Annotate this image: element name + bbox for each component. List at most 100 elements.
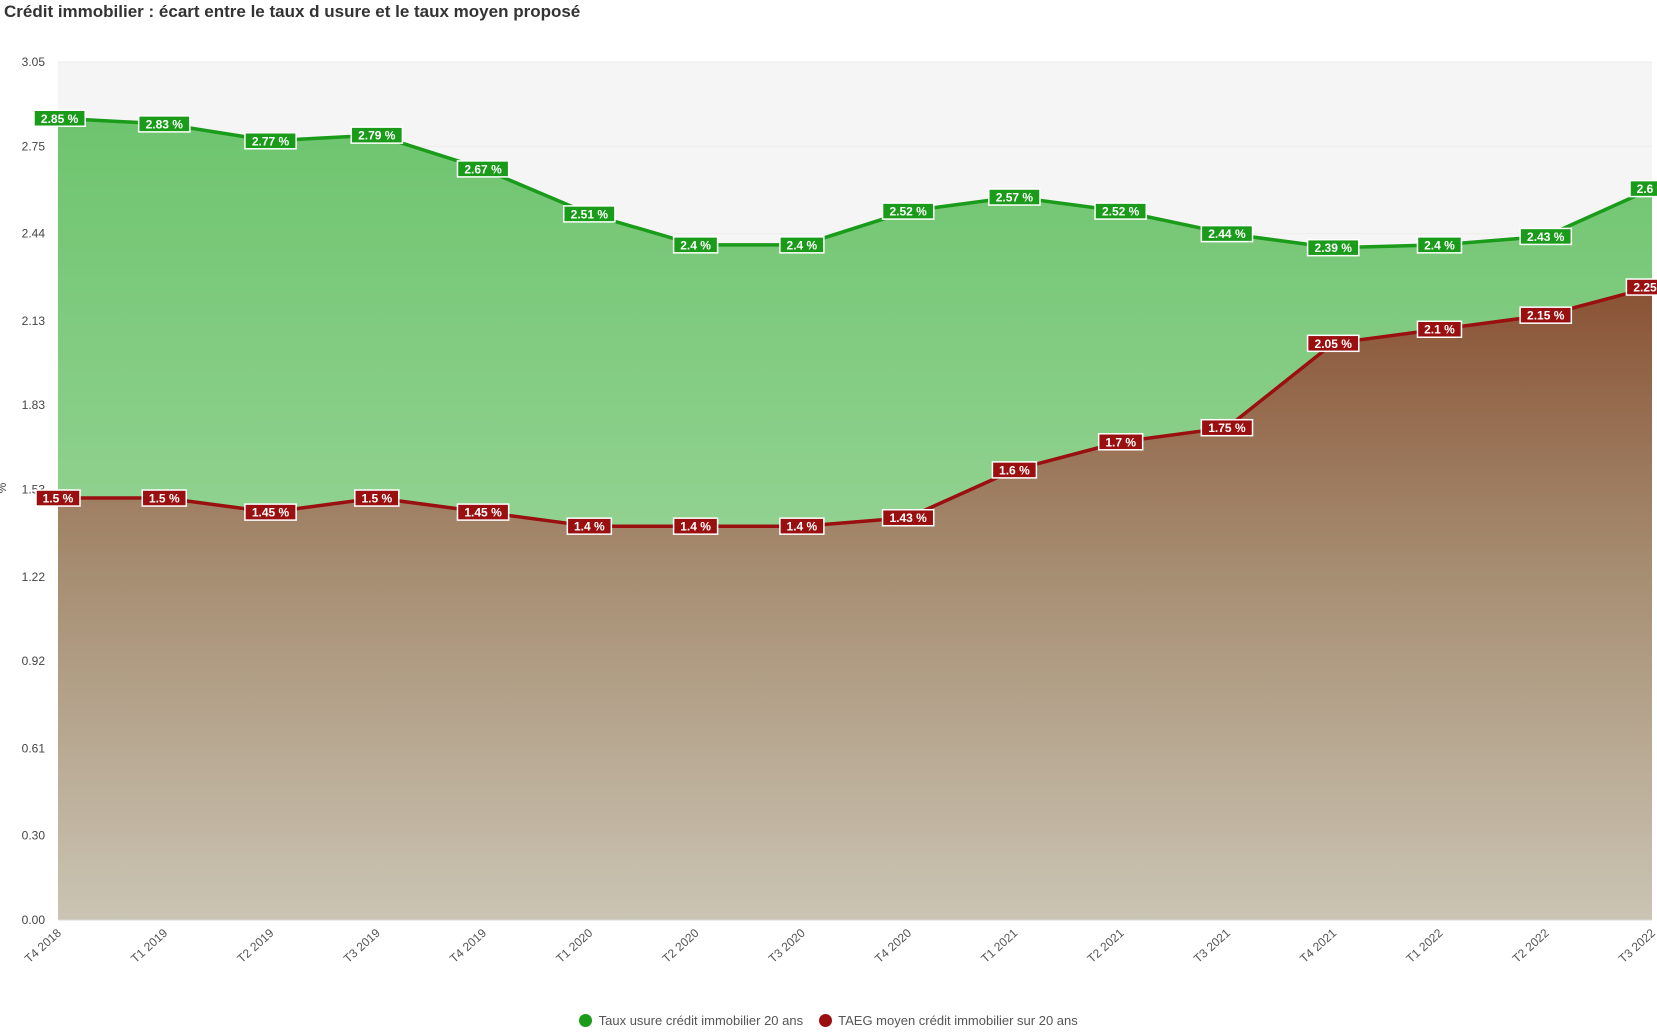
x-tick-label: T1 2021 (978, 926, 1020, 966)
data-label-text: 1.45 % (464, 506, 502, 520)
data-label-box (33, 109, 86, 128)
data-label-box (141, 489, 188, 507)
data-label-text: 1.45 % (252, 506, 290, 520)
data-label-text: 2.1 % (1424, 323, 1455, 337)
data-label-usure: 2.6 % (1629, 179, 1657, 198)
data-label-text: 2.52 % (1102, 205, 1140, 219)
data-label-box (350, 126, 404, 144)
data-label-box (562, 205, 616, 223)
data-label-usure: 2.39 % (1306, 238, 1360, 257)
x-tick-label: T4 2021 (1297, 926, 1339, 966)
data-label-usure: 2.83 % (137, 115, 191, 133)
data-label-box (244, 503, 297, 521)
data-label-box (456, 160, 510, 178)
data-label-text: 1.5 % (43, 492, 74, 506)
data-label-usure: 2.4 % (672, 236, 719, 254)
x-tick-label: T4 2020 (872, 926, 914, 966)
legend-dot-usure-icon (579, 1014, 593, 1027)
x-tick-label: T2 2019 (234, 926, 276, 966)
data-label-box (1094, 202, 1148, 220)
data-label-box (991, 461, 1038, 479)
data-label-taeg: 1.75 % (1200, 418, 1254, 437)
x-tick-label: T3 2022 (1616, 926, 1657, 966)
x-tick-label: T2 2022 (1510, 926, 1552, 966)
data-label-text: 2.67 % (464, 162, 502, 176)
y-tick-label: 2.44 (22, 227, 46, 241)
data-label-usure: 2.44 % (1200, 224, 1254, 243)
data-label-taeg: 1.6 % (991, 461, 1038, 479)
y-tick-label: 2.13 (22, 314, 46, 328)
x-tick-label: T3 2020 (766, 926, 808, 966)
y-tick-label: 0.61 (22, 741, 46, 755)
data-label-usure: 2.4 % (1416, 236, 1463, 254)
data-label-text: 2.39 % (1315, 241, 1353, 255)
x-tick-label: T1 2022 (1403, 926, 1445, 966)
legend: Taux usure crédit immobilier 20 ans TAEG… (0, 1013, 1657, 1028)
x-tick-label: T4 2019 (447, 926, 489, 966)
legend-dot-taeg-icon (818, 1014, 832, 1027)
area-taeg (58, 287, 1652, 920)
data-label-box (1519, 306, 1573, 324)
legend-item-taeg[interactable]: TAEG moyen crédit immobilier sur 20 ans (818, 1013, 1078, 1028)
data-label-taeg: 1.45 % (244, 503, 297, 521)
data-label-text: 1.4 % (574, 520, 605, 534)
y-tick-label: 1.22 (22, 570, 46, 584)
data-label-usure: 2.79 % (350, 126, 404, 144)
data-label-usure: 2.52 % (1094, 202, 1148, 220)
data-label-box (988, 188, 1041, 206)
data-label-taeg: 1.5 % (35, 489, 81, 507)
data-label-taeg: 2.25 % (1625, 278, 1657, 296)
data-label-text: 2.83 % (146, 117, 184, 131)
x-tick-label: T4 2018 (22, 926, 64, 966)
data-label-text: 2.77 % (252, 134, 290, 148)
data-label-taeg: 1.45 % (456, 503, 510, 521)
data-label-box (672, 236, 719, 254)
data-label-usure: 2.43 % (1519, 227, 1573, 246)
data-label-usure: 2.57 % (988, 188, 1041, 206)
x-tick-label: T1 2020 (553, 926, 595, 966)
data-label-box (881, 508, 935, 527)
data-label-text: 2.15 % (1527, 309, 1565, 323)
data-label-text: 2.4 % (787, 238, 818, 252)
data-label-text: 2.57 % (996, 191, 1034, 205)
data-label-taeg: 2.05 % (1306, 334, 1360, 353)
data-label-box (1306, 334, 1360, 353)
data-label-box (779, 236, 825, 254)
y-tick-label: 2.75 (22, 139, 46, 153)
data-label-taeg: 1.7 % (1097, 433, 1144, 451)
y-tick-label: 0.30 (22, 829, 46, 843)
data-label-box (672, 517, 719, 535)
x-tick-label: T2 2020 (660, 926, 702, 966)
data-label-usure: 2.51 % (562, 205, 616, 223)
data-label-text: 2.79 % (358, 129, 396, 143)
data-label-usure: 2.52 % (881, 202, 935, 220)
data-label-usure: 2.77 % (244, 132, 297, 150)
data-label-usure: 2.4 % (779, 236, 825, 254)
data-label-text: 2.4 % (680, 238, 711, 252)
data-label-text: 2.85 % (41, 112, 79, 126)
data-label-text: 1.75 % (1208, 421, 1246, 435)
data-label-taeg: 1.5 % (141, 489, 188, 507)
data-label-box (1200, 418, 1254, 437)
data-label-text: 1.5 % (149, 492, 180, 506)
series-line-taeg (56, 285, 1654, 528)
data-label-usure: 2.85 % (33, 109, 86, 128)
data-label-box (137, 115, 191, 133)
data-label-box (244, 132, 297, 150)
data-label-text: 1.7 % (1105, 435, 1136, 449)
data-label-taeg: 1.4 % (566, 517, 613, 535)
legend-item-usure[interactable]: Taux usure crédit immobilier 20 ans (579, 1013, 803, 1028)
data-label-taeg: 1.5 % (354, 489, 400, 507)
data-label-taeg: 1.4 % (779, 517, 825, 535)
data-label-box (1625, 278, 1657, 296)
data-label-text: 2.44 % (1208, 227, 1246, 241)
data-label-text: 2.25 % (1633, 281, 1657, 295)
data-label-box (1097, 433, 1144, 451)
data-label-box (1416, 236, 1463, 254)
data-label-text: 1.4 % (680, 520, 711, 534)
legend-label-taeg: TAEG moyen crédit immobilier sur 20 ans (838, 1013, 1078, 1028)
data-label-text: 2.43 % (1527, 230, 1565, 244)
data-label-usure: 2.67 % (456, 160, 510, 178)
data-label-box (881, 202, 935, 220)
